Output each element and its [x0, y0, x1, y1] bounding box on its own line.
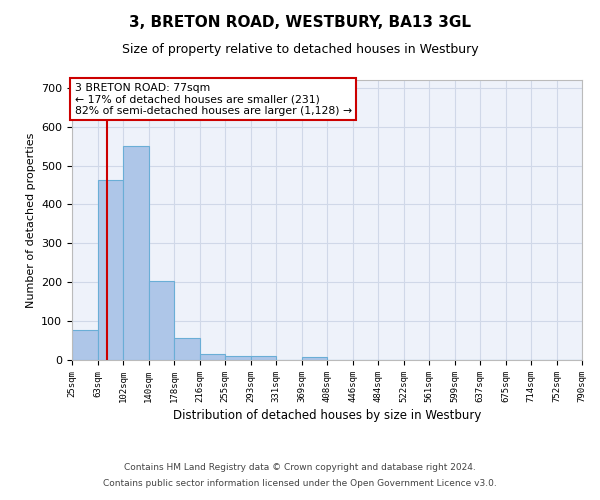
Bar: [199, 354, 225, 360]
Bar: [225, 356, 251, 360]
Bar: [174, 338, 199, 360]
X-axis label: Distribution of detached houses by size in Westbury: Distribution of detached houses by size …: [173, 409, 481, 422]
Bar: [72, 330, 97, 360]
Bar: [97, 180, 123, 360]
Text: 3, BRETON ROAD, WESTBURY, BA13 3GL: 3, BRETON ROAD, WESTBURY, BA13 3GL: [129, 15, 471, 30]
Bar: [302, 357, 327, 360]
Bar: [251, 356, 276, 360]
Text: Size of property relative to detached houses in Westbury: Size of property relative to detached ho…: [122, 42, 478, 56]
Y-axis label: Number of detached properties: Number of detached properties: [26, 132, 35, 308]
Text: Contains HM Land Registry data © Crown copyright and database right 2024.: Contains HM Land Registry data © Crown c…: [124, 464, 476, 472]
Bar: [149, 281, 174, 360]
Text: Contains public sector information licensed under the Open Government Licence v3: Contains public sector information licen…: [103, 478, 497, 488]
Bar: [123, 146, 149, 360]
Text: 3 BRETON ROAD: 77sqm
← 17% of detached houses are smaller (231)
82% of semi-deta: 3 BRETON ROAD: 77sqm ← 17% of detached h…: [74, 83, 352, 116]
